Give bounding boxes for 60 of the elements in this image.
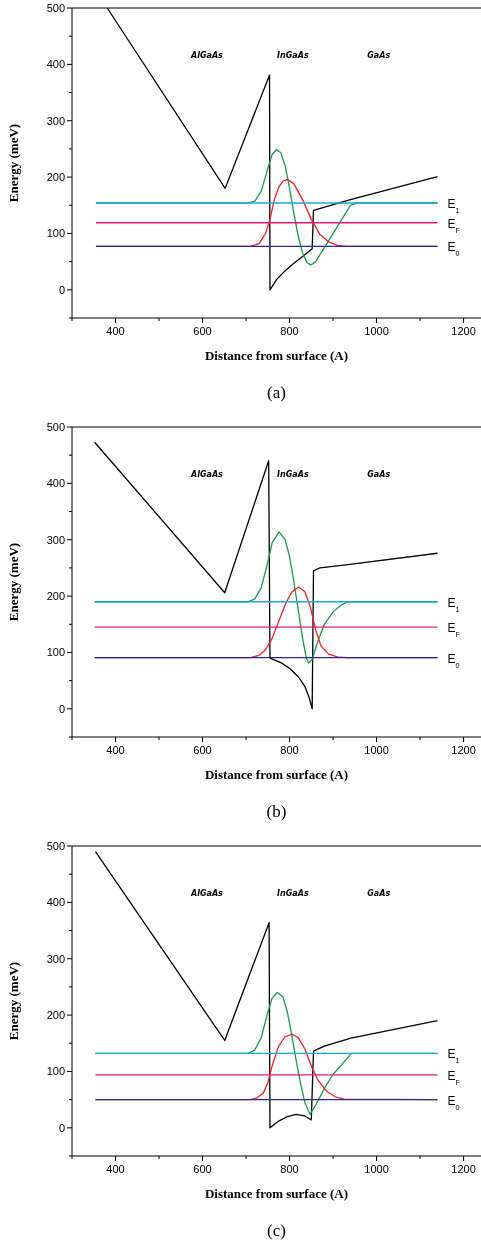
x-axis-title: Distance from surface (A) — [204, 1186, 349, 1201]
x-tick-label: 600 — [193, 1163, 212, 1175]
annotation: GaAs — [367, 51, 391, 60]
x-tick-label: 1200 — [451, 1163, 476, 1175]
y-tick-label: 300 — [46, 114, 65, 127]
series-label: E$_{0}$ — [447, 651, 460, 670]
y-tick-label: 400 — [46, 896, 65, 909]
x-tick-label: 800 — [280, 1163, 299, 1175]
x-tick-label: 400 — [106, 1163, 125, 1175]
y-axis-title: Energy (meV) — [6, 123, 21, 203]
series-label: E$_{0}$ — [447, 240, 460, 258]
x-tick-label: 600 — [193, 325, 212, 337]
annotation: GaAs — [367, 470, 391, 479]
x-tick-label: 800 — [280, 744, 299, 756]
annotation: AlGaAs — [190, 51, 224, 60]
x-tick-label: 800 — [280, 325, 299, 337]
y-tick-label: 100 — [46, 646, 65, 659]
annotation: AlGaAs — [190, 470, 224, 479]
x-tick-label: 600 — [193, 744, 212, 756]
series-label: E$_{0}$ — [447, 1093, 460, 1112]
annotation: InGaAs — [277, 470, 309, 479]
y-tick-label: 400 — [46, 477, 65, 490]
y-tick-label: 100 — [46, 1065, 65, 1078]
series-label: E$_{1}$ — [447, 595, 460, 614]
annotation: GaAs — [367, 889, 391, 898]
text: (a) — [267, 383, 286, 402]
text: (c) — [267, 1221, 286, 1240]
y-tick-label: 100 — [46, 227, 65, 240]
x-axis-title: Distance from surface (A) — [204, 767, 349, 782]
x-tick-label: 1200 — [451, 325, 476, 337]
x-tick-label: 1000 — [364, 325, 389, 337]
annotation: InGaAs — [277, 51, 309, 60]
series-label: E$_{F}$ — [447, 621, 461, 639]
annotation: InGaAs — [277, 889, 309, 898]
series-label: E$_{1}$ — [447, 1047, 460, 1065]
y-axis-title: Energy (meV) — [6, 542, 21, 622]
y-tick-label: 500 — [46, 840, 65, 852]
x-tick-label: 400 — [106, 325, 125, 337]
y-tick-label: 200 — [46, 590, 65, 603]
y-tick-label: 0 — [58, 283, 65, 296]
series-label: E$_{F}$ — [447, 216, 461, 235]
y-tick-label: 0 — [58, 1121, 65, 1134]
y-tick-label: 500 — [46, 2, 65, 14]
x-axis-title: Distance from surface (A) — [204, 348, 349, 363]
y-tick-label: 400 — [46, 58, 65, 71]
y-tick-label: 500 — [46, 421, 65, 433]
y-axis-title: Energy (meV) — [6, 961, 21, 1041]
series-label: E$_{1}$ — [447, 197, 460, 215]
x-tick-label: 1200 — [451, 744, 476, 756]
annotation: AlGaAs — [190, 889, 224, 898]
y-tick-label: 200 — [46, 171, 65, 184]
text: (b) — [266, 802, 287, 821]
series-label: E$_{F}$ — [447, 1068, 461, 1087]
y-tick-label: 0 — [58, 702, 65, 715]
x-tick-label: 1000 — [364, 744, 389, 756]
y-tick-label: 300 — [46, 952, 65, 965]
x-tick-label: 1000 — [364, 1163, 389, 1175]
x-tick-label: 400 — [106, 744, 125, 756]
y-tick-label: 300 — [46, 533, 65, 546]
y-tick-label: 200 — [46, 1009, 65, 1022]
